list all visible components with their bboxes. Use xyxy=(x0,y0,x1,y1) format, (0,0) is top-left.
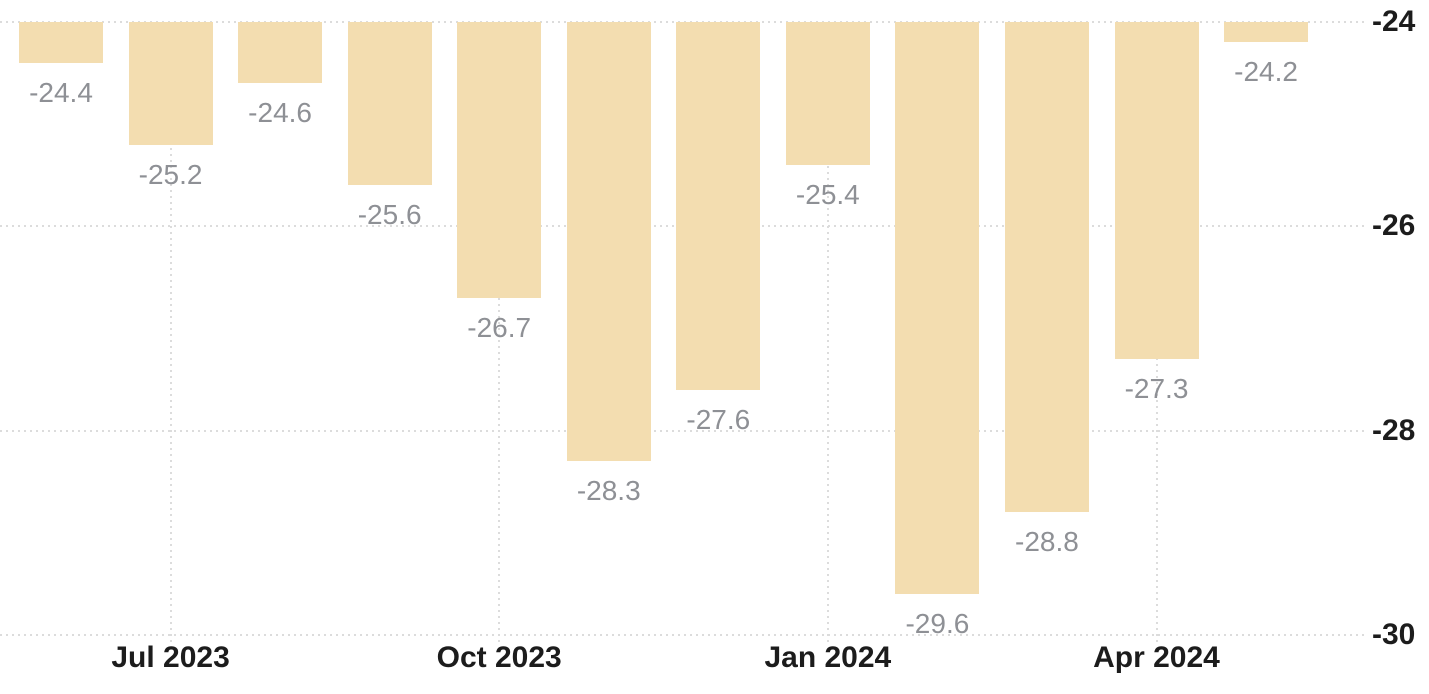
y-axis-tick-label: -24 xyxy=(1372,5,1416,38)
bar xyxy=(676,22,761,390)
v-gridline xyxy=(169,22,172,644)
bar-value-label: -25.2 xyxy=(138,158,203,190)
bar-value-label: -24.6 xyxy=(248,97,313,129)
bar xyxy=(347,22,432,186)
v-gridline xyxy=(498,22,501,644)
bar-value-label: -25.4 xyxy=(795,179,860,211)
x-axis-tick-label: Jul 2023 xyxy=(111,641,230,674)
x-axis-tick-label: Oct 2023 xyxy=(436,641,562,674)
bar xyxy=(566,22,651,462)
h-gridline xyxy=(0,429,1366,432)
v-gridline xyxy=(826,22,829,644)
bar xyxy=(895,22,980,595)
bar xyxy=(128,22,213,145)
bar xyxy=(1114,22,1199,360)
bar-value-label: -28.8 xyxy=(1015,526,1079,558)
bar-value-label: -25.6 xyxy=(357,199,422,231)
h-gridline xyxy=(0,634,1366,637)
bar xyxy=(457,22,542,298)
bar-value-label: -26.7 xyxy=(467,311,532,343)
bar xyxy=(785,22,870,166)
bar-value-label: -27.3 xyxy=(1124,373,1189,405)
bar xyxy=(19,22,103,63)
bar-value-label: -27.6 xyxy=(686,403,751,435)
bar-value-label: -29.6 xyxy=(905,608,970,640)
bar-value-label: -24.4 xyxy=(29,76,93,108)
x-axis-tick-label: Apr 2024 xyxy=(1093,641,1220,674)
bar xyxy=(1004,22,1089,513)
y-axis-tick-label: -26 xyxy=(1372,209,1416,243)
x-axis-tick-label: Jan 2024 xyxy=(764,641,892,674)
y-axis-tick-label: -28 xyxy=(1372,413,1416,447)
bar xyxy=(1224,22,1309,43)
bar-value-label: -28.3 xyxy=(576,475,641,507)
bar-value-label: -24.2 xyxy=(1234,56,1298,88)
y-axis-tick-label: -30 xyxy=(1372,618,1416,652)
bar xyxy=(238,22,323,84)
